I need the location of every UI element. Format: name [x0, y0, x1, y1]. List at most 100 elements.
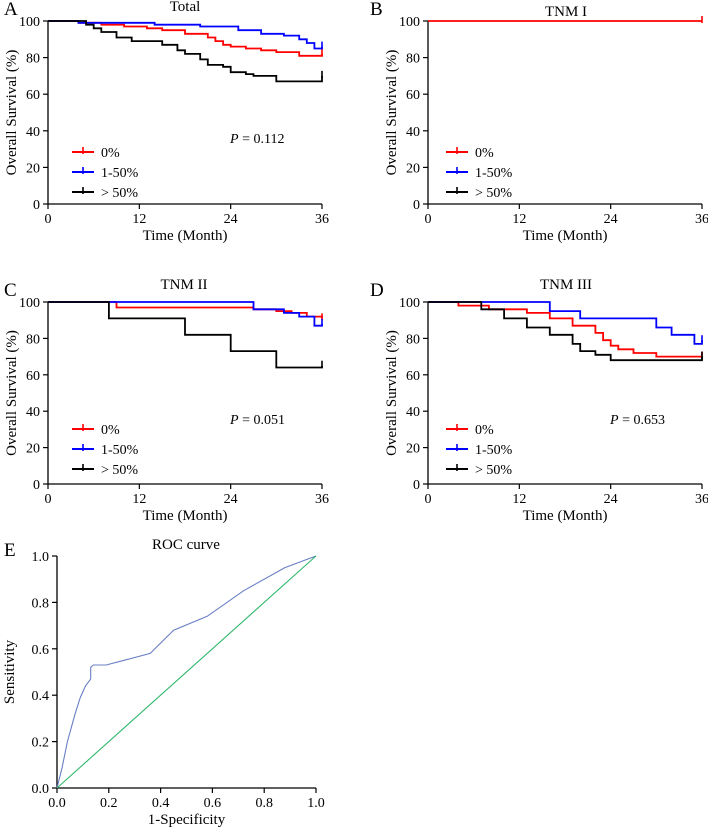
y-tick-label: 1.0: [32, 550, 50, 565]
legend-label: 0%: [475, 146, 494, 161]
x-tick-label: 1.0: [307, 796, 325, 811]
x-tick-label: 36: [315, 492, 329, 507]
panel-letter: E: [4, 540, 16, 561]
y-tick-label: 0: [33, 198, 40, 213]
y-tick-label: 40: [406, 405, 420, 420]
y-axis-label: Overall Survival (%): [4, 330, 20, 456]
y-tick-label: 60: [406, 88, 420, 103]
y-tick-label: 20: [26, 161, 40, 176]
x-tick-label: 24: [224, 212, 238, 227]
x-axis-label: Time (Month): [143, 228, 228, 244]
p-value-annotation: P = 0.112: [229, 132, 284, 147]
x-tick-label: 12: [132, 492, 146, 507]
legend-label: > 50%: [101, 186, 138, 201]
x-tick-label: 24: [604, 492, 618, 507]
x-tick-label: 0.2: [100, 796, 118, 811]
y-tick-label: 0.0: [32, 782, 50, 797]
series-line-1-50-: [48, 20, 323, 50]
y-tick-label: 80: [406, 52, 420, 67]
y-axis-label: Overall Survival (%): [384, 50, 400, 176]
x-tick-label: 24: [224, 492, 238, 507]
series-line-0-: [48, 301, 323, 319]
y-tick-label: 0.2: [32, 736, 50, 751]
x-tick-label: 36: [695, 212, 708, 227]
y-tick-label: 40: [406, 125, 420, 140]
series-line-0-: [428, 301, 702, 358]
panel-e: E ROC curve 0.0 0.2 0.4 0.6 0.8 1.0 0.0 0.2 0.4 0.6…: [2, 537, 325, 827]
p-value-text: = 0.112: [239, 132, 285, 147]
y-tick-label: 20: [406, 161, 420, 176]
legend-label: 0%: [101, 146, 120, 161]
x-tick-label: 0: [45, 492, 52, 507]
p-value-annotation: P = 0.653: [609, 413, 665, 428]
y-tick-label: 0: [33, 478, 40, 493]
legend-label: 0%: [475, 423, 494, 438]
series-line-1-50-: [428, 301, 703, 345]
panel-letter: B: [370, 0, 383, 20]
x-axis-label: Time (Month): [143, 508, 228, 524]
chart-title: Total: [170, 0, 201, 15]
y-tick-label: 40: [26, 405, 40, 420]
x-axis-label: Time (Month): [523, 228, 608, 244]
panel-b: B TNM I 0 12 24 36 0 20 40 60 80 100 Time (Month) Ove…: [370, 0, 708, 244]
panel-letter: A: [4, 0, 18, 20]
x-tick-label: 0: [425, 212, 432, 227]
series-line-1-50-: [48, 301, 323, 327]
legend-label: 1-50%: [475, 166, 513, 181]
y-tick-label: 0.6: [32, 643, 50, 658]
y-tick-label: 40: [26, 125, 40, 140]
x-tick-label: 0.6: [204, 796, 222, 811]
y-tick-label: 100: [19, 15, 40, 30]
chart-title: TNM III: [540, 277, 592, 293]
chart-title: TNM II: [160, 277, 207, 293]
series-line--50-: [48, 301, 323, 369]
y-tick-label: 100: [399, 15, 420, 30]
panel-letter: D: [370, 280, 384, 301]
y-tick-label: 20: [406, 442, 420, 457]
x-tick-label: 0.8: [255, 796, 273, 811]
legend-label: 1-50%: [101, 443, 139, 458]
y-tick-label: 0: [413, 198, 420, 213]
x-tick-label: 24: [604, 212, 618, 227]
x-tick-label: 0: [45, 212, 52, 227]
y-axis-label: Overall Survival (%): [384, 330, 400, 456]
p-value-annotation: P = 0.051: [229, 413, 285, 428]
panel-d: D TNM III 0 12 24 36 0 20 40 60 80 100 Time (Month) O…: [370, 277, 708, 524]
x-axis-label: Time (Month): [523, 508, 608, 524]
x-axis-label: 1-Specificity: [148, 812, 226, 827]
chart-title: TNM I: [545, 4, 587, 20]
y-tick-label: 60: [26, 369, 40, 384]
y-tick-label: 0: [413, 478, 420, 493]
y-tick-label: 100: [19, 296, 40, 311]
legend-label: 1-50%: [101, 166, 139, 181]
series-line-reference: [56, 555, 317, 789]
y-axis-label: Sensitivity: [2, 639, 18, 704]
legend-label: > 50%: [101, 463, 138, 478]
p-value-text: = 0.051: [239, 413, 285, 428]
y-tick-label: 20: [26, 442, 40, 457]
y-tick-label: 0.8: [32, 596, 50, 611]
legend-label: > 50%: [475, 186, 512, 201]
series-line-0-: [48, 20, 323, 57]
y-tick-label: 60: [26, 88, 40, 103]
p-value-symbol: P: [229, 413, 239, 428]
y-tick-label: 80: [26, 52, 40, 67]
series-line--50-: [428, 301, 703, 362]
y-tick-label: 0.4: [32, 689, 50, 704]
x-tick-label: 12: [512, 212, 526, 227]
legend-label: 1-50%: [475, 443, 513, 458]
y-tick-label: 100: [399, 296, 420, 311]
x-tick-label: 36: [315, 212, 329, 227]
p-value-text: = 0.653: [619, 413, 665, 428]
chart-title: ROC curve: [152, 537, 220, 553]
x-tick-label: 12: [132, 212, 146, 227]
x-tick-label: 0.4: [152, 796, 170, 811]
legend-label: > 50%: [475, 463, 512, 478]
y-tick-label: 60: [406, 369, 420, 384]
panel-letter: C: [4, 280, 17, 301]
y-tick-label: 80: [26, 332, 40, 347]
y-tick-label: 80: [406, 332, 420, 347]
panel-c: C TNM II 0 12 24 36 0 20 40 60 80 100 Time (Month) Ov…: [4, 277, 329, 524]
x-tick-label: 12: [512, 492, 526, 507]
